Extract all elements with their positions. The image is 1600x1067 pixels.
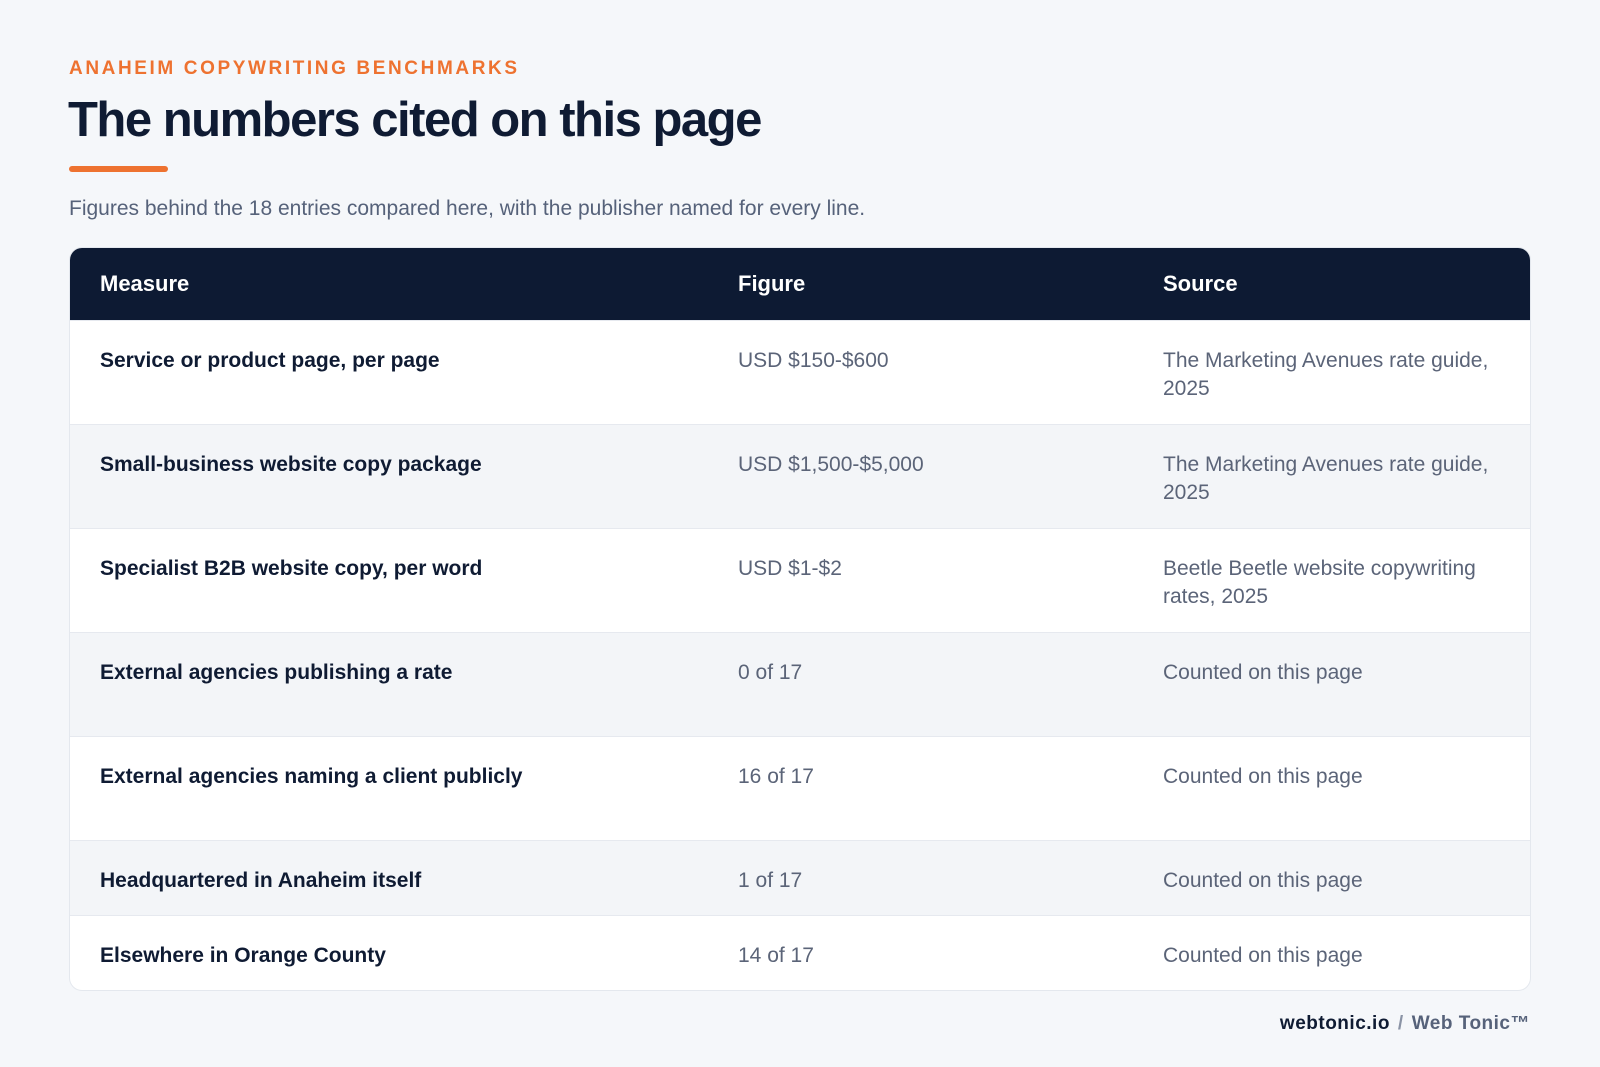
source-cell: Beetle Beetle website copywriting rates,… [1133,528,1530,633]
source-cell: Counted on this page [1133,915,1530,990]
figure-cell: USD $150-$600 [708,320,1133,425]
footer-brand: Web Tonic™ [1411,1013,1530,1034]
table-row: Small-business website copy package USD $… [70,424,1530,529]
column-header: Source [1133,248,1530,321]
header-row: Measure Figure Source [70,248,1530,321]
figure-cell: USD $1-$2 [708,528,1133,633]
measure-cell: Headquartered in Anaheim itself [70,840,708,916]
source-cell: Counted on this page [1133,736,1530,841]
measure-cell: Small-business website copy package [70,424,708,529]
table-row: Elsewhere in Orange County 14 of 17 Counte… [70,915,1530,990]
measure-cell: Service or product page, per page [70,320,708,425]
measure-cell: External agencies naming a client public… [70,736,708,841]
figure-cell: 0 of 17 [708,632,1133,737]
source-cell: The Marketing Avenues rate guide, 2025 [1133,320,1530,425]
column-header: Figure [708,248,1133,321]
eyebrow: ANAHEIM COPYWRITING BENCHMARKS [69,58,520,79]
figure-cell: 16 of 17 [708,736,1133,841]
measure-cell: Elsewhere in Orange County [70,915,708,990]
table-row: External agencies naming a client public… [70,736,1530,841]
page-title: The numbers cited on this page [68,93,762,147]
title-underline [69,166,168,172]
measure-cell: External agencies publishing a rate [70,632,708,737]
subtitle: Figures behind the 18 entries compared h… [69,197,866,220]
table-card: Measure Figure Source Service or product p… [70,248,1530,990]
figure-cell: 14 of 17 [708,915,1133,990]
table-row: Headquartered in Anaheim itself 1 of 17 Co… [70,840,1530,916]
footer-separator: / [1397,1013,1404,1034]
table-body: Service or product page, per page USD $15… [70,320,1530,990]
figure-cell: USD $1,500-$5,000 [708,424,1133,529]
benchmarks-table: Measure Figure Source Service or product p… [70,248,1530,990]
table-row: Specialist B2B website copy, per word USD… [70,528,1530,633]
figure-cell: 1 of 17 [708,840,1133,916]
footer: webtonic.io / Web Tonic™ [1280,1013,1530,1035]
source-cell: Counted on this page [1133,840,1530,916]
measure-cell: Specialist B2B website copy, per word [70,528,708,633]
footer-domain: webtonic.io [1279,1013,1390,1034]
source-cell: The Marketing Avenues rate guide, 2025 [1133,424,1530,529]
table-row: External agencies publishing a rate 0 of … [70,632,1530,737]
table-row: Service or product page, per page USD $15… [70,320,1530,425]
column-header: Measure [70,248,708,321]
source-cell: Counted on this page [1133,632,1530,737]
